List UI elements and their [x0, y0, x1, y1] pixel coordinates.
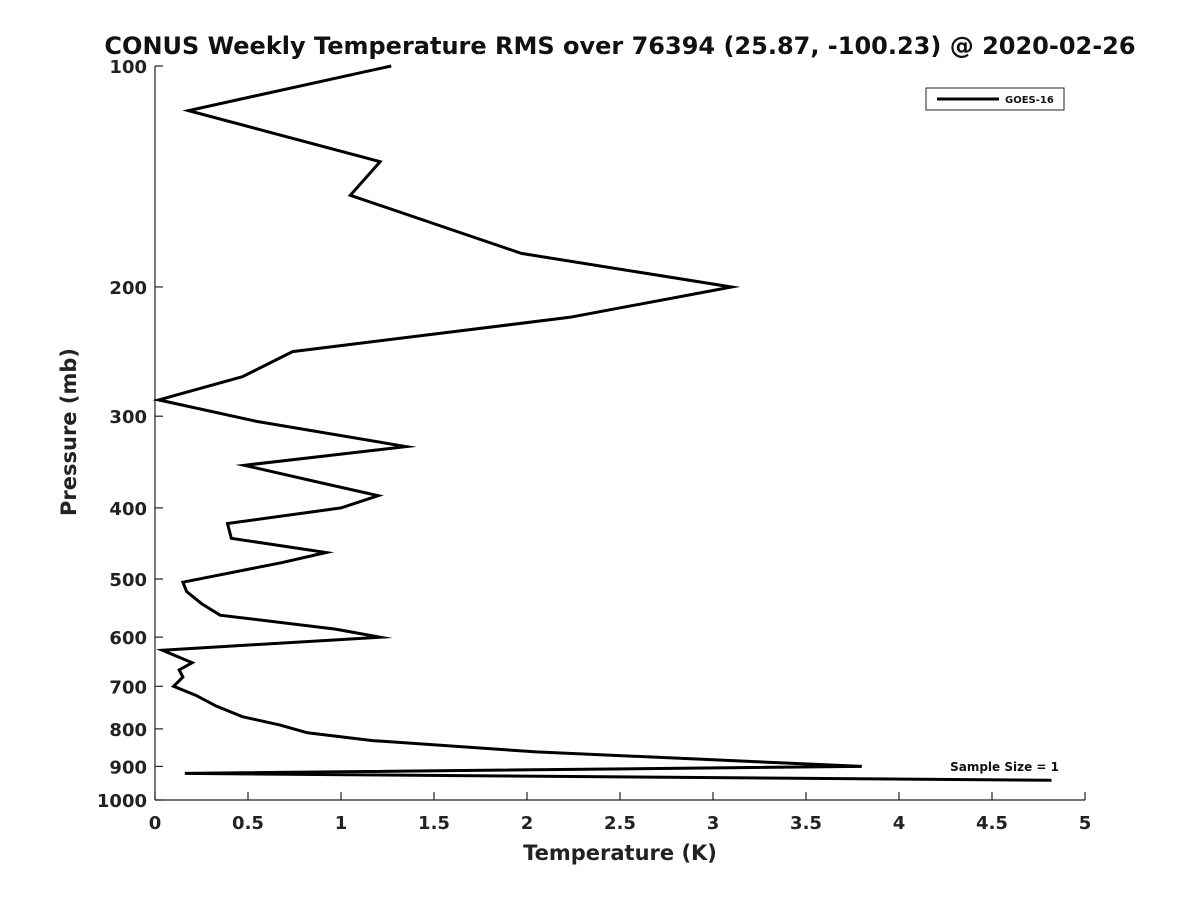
- y-tick-label: 800: [109, 720, 147, 741]
- x-tick-label: 1.5: [418, 813, 450, 834]
- x-ticks: 0 0.5 1 1.5 2 2.5 3 3.5 4 4.5 5: [149, 792, 1092, 834]
- x-tick-label: 4: [893, 813, 906, 834]
- sample-size-annotation: Sample Size = 1: [950, 760, 1059, 774]
- y-tick-label: 200: [109, 278, 147, 299]
- y-tick-label: 400: [109, 499, 147, 520]
- plot-area: 0 0.5 1 1.5 2 2.5 3 3.5 4 4.5 5 100 200 300 400 500 600…: [97, 57, 1091, 834]
- x-tick-label: 3: [707, 813, 720, 834]
- legend-label-goes-16: GOES-16: [1005, 95, 1054, 106]
- y-axis-label: Pressure (mb): [57, 348, 81, 516]
- x-tick-label: 2.5: [604, 813, 636, 834]
- x-tick-label: 3.5: [790, 813, 822, 834]
- y-tick-label: 300: [109, 407, 147, 428]
- x-tick-label: 2: [521, 813, 534, 834]
- series-line-goes-16: [152, 64, 1052, 782]
- x-tick-label: 0.5: [232, 813, 264, 834]
- x-tick-label: 1: [335, 813, 348, 834]
- y-tick-label: 100: [109, 57, 147, 78]
- y-tick-label: 1000: [97, 791, 147, 812]
- y-tick-label: 500: [109, 570, 147, 591]
- x-tick-label: 0: [149, 813, 162, 834]
- y-tick-label: 900: [109, 757, 147, 778]
- chart-title: CONUS Weekly Temperature RMS over 76394 …: [104, 32, 1135, 60]
- series-layer: [152, 64, 1052, 782]
- y-ticks: 100 200 300 400 500 600 700 800 900 1000: [97, 57, 163, 812]
- x-axis-label: Temperature (K): [523, 841, 717, 865]
- legend: GOES-16: [925, 87, 1065, 111]
- x-tick-label: 4.5: [976, 813, 1008, 834]
- x-tick-label: 5: [1079, 813, 1092, 834]
- y-tick-label: 700: [109, 677, 147, 698]
- y-tick-label: 600: [109, 628, 147, 649]
